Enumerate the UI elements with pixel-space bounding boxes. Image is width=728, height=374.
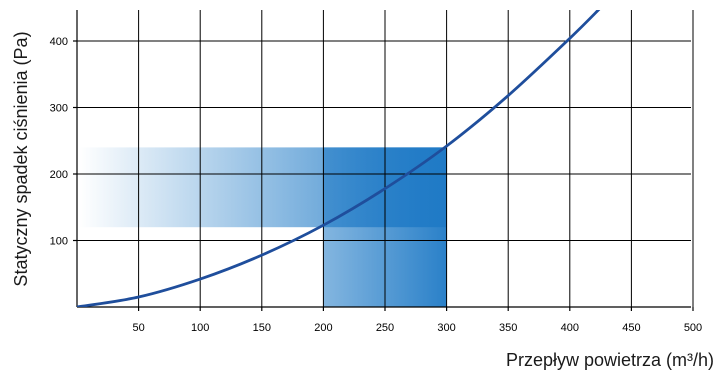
x-tick-label: 450 <box>622 322 640 334</box>
x-tick-label: 250 <box>376 322 394 334</box>
y-tick-label: 100 <box>50 236 68 248</box>
x-tick-label: 200 <box>314 322 332 334</box>
x-tick-label: 500 <box>684 322 702 334</box>
x-tick-label: 150 <box>253 322 271 334</box>
x-axis-label: Przepływ powietrza (m³/h) <box>506 350 714 370</box>
x-tick-label: 300 <box>437 322 455 334</box>
y-tick-label: 400 <box>50 36 68 48</box>
series-line <box>77 10 601 307</box>
y-tick-label: 300 <box>50 103 68 115</box>
grid <box>77 10 694 307</box>
tick-labels: 50 100 150 200 250 300 350 400 450 500 100 200 300 40… <box>50 36 703 334</box>
axes <box>73 10 694 311</box>
x-tick-label: 350 <box>499 322 517 334</box>
series <box>77 10 601 307</box>
x-tick-label: 100 <box>191 322 209 334</box>
y-axis-label: Statyczny spadek ciśnienia (Pa) <box>11 31 31 286</box>
x-tick-label: 50 <box>132 322 144 334</box>
shaded-regions <box>79 147 447 307</box>
x-tick-label: 400 <box>561 322 579 334</box>
y-tick-label: 200 <box>50 169 68 181</box>
